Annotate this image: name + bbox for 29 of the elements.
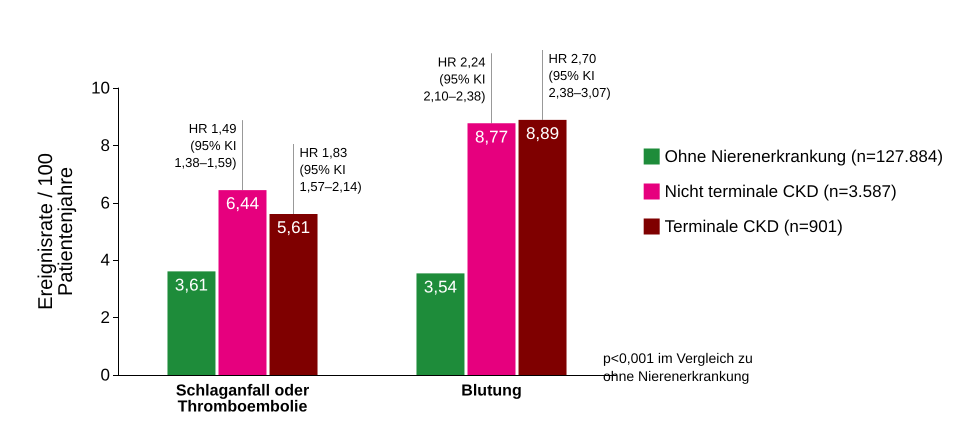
y-tick-label: 8 xyxy=(100,136,110,155)
bar xyxy=(468,123,516,375)
annotation: HR 2,24 (95% KI 2,10–2,38) xyxy=(423,54,486,104)
data-label: 3,61 xyxy=(174,275,208,294)
y-tick-label: 10 xyxy=(91,78,110,98)
bar xyxy=(518,120,567,375)
y-axis-title: Ereignisrate / 100 Patientenjahre xyxy=(35,153,77,310)
bar xyxy=(270,214,318,375)
annotation: HR 2,70 (95% KI 2,38–3,07) xyxy=(548,50,611,100)
bar xyxy=(167,271,216,375)
legend-label: Nicht terminale CKD (n=3.587) xyxy=(664,182,897,201)
annotation: HR 1,49 (95% KI 1,38–1,59) xyxy=(174,121,236,170)
data-label: 5,61 xyxy=(276,218,310,237)
y-tick-label: 2 xyxy=(100,308,110,328)
legend-label: Ohne Nierenerkrankung (n=127.884) xyxy=(664,147,944,166)
y-tick-label: 0 xyxy=(100,366,110,384)
bar xyxy=(416,273,464,375)
legend-label: Terminale CKD (n=901) xyxy=(664,217,843,236)
x-tick-label: Schlaganfall oder Thromboembolie xyxy=(176,382,310,416)
data-label: 8,77 xyxy=(474,127,508,146)
bar xyxy=(218,190,266,375)
y-tick-label: 4 xyxy=(100,250,110,270)
x-tick-label: Blutung xyxy=(461,382,522,400)
data-label: 6,44 xyxy=(226,194,260,214)
annotation: HR 1,83 (95% KI 1,57–2,14) xyxy=(300,144,362,194)
y-tick-label: 6 xyxy=(100,193,110,212)
data-label: 3,54 xyxy=(424,277,458,296)
annotation: p<0,001 im Vergleich zu ohne Nierenerkrankung xyxy=(603,350,753,384)
data-label: 8,89 xyxy=(526,124,560,143)
